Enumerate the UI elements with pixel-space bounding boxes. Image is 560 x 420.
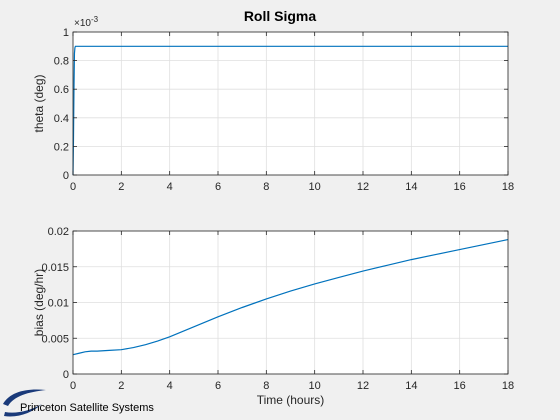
bottom-x-axis-label: Time (hours) xyxy=(257,393,325,407)
top-x-tick-label: 0 xyxy=(70,181,76,193)
bottom-x-tick-label: 10 xyxy=(309,380,321,392)
top-y-axis-label: theta (deg) xyxy=(32,74,46,132)
top-x-tick-label: 14 xyxy=(405,181,417,193)
top-y-tick-label: 0.6 xyxy=(54,84,69,96)
top-y-exponent-power: -3 xyxy=(91,15,99,24)
bottom-x-tick-label: 0 xyxy=(70,380,76,392)
bottom-x-tick-label: 2 xyxy=(118,380,124,392)
top-x-tick-label: 8 xyxy=(263,181,269,193)
top-x-tick-label: 4 xyxy=(167,181,173,193)
axes-bottom: 0 2 4 6 8 10 12 14 16 18 0 0.005 0.01 0.015 0.02 bias (… xyxy=(32,226,514,407)
bottom-x-tick-label: 4 xyxy=(167,380,173,392)
top-x-tick-label: 12 xyxy=(357,181,369,193)
top-y-tick-label: 0.2 xyxy=(54,141,69,153)
bottom-x-tick-label: 6 xyxy=(215,380,221,392)
logo-swoosh-lower-icon xyxy=(4,404,42,417)
axes-top: 0 2 4 6 8 10 12 14 16 1800.20.40.60.81×10-3theta … xyxy=(32,15,514,193)
bottom-y-axis-label: bias (deg/hr) xyxy=(32,269,46,336)
top-y-tick-label: 0.8 xyxy=(54,56,69,68)
top-y-tick-label: 0.4 xyxy=(54,113,69,125)
chart-title: Roll Sigma xyxy=(244,8,317,24)
top-x-tick-label: 18 xyxy=(502,181,514,193)
top-axes-box xyxy=(72,31,509,176)
bottom-y-tick-label: 0.01 xyxy=(48,298,69,310)
top-y-tick-label: 0 xyxy=(63,170,69,182)
top-x-tick-label: 6 xyxy=(215,181,221,193)
top-x-tick-label: 2 xyxy=(118,181,124,193)
bottom-series-line xyxy=(72,238,509,356)
top-plot-area xyxy=(73,32,508,175)
bottom-y-tick-label: 0 xyxy=(63,369,69,381)
bottom-x-tick-label: 16 xyxy=(454,380,466,392)
bottom-y-tick-label: 0.005 xyxy=(41,333,69,345)
logo-swoosh-icon xyxy=(3,389,46,406)
top-x-tick-label: 10 xyxy=(309,181,321,193)
bottom-x-tick-label: 12 xyxy=(357,380,369,392)
logo-text: Princeton Satellite Systems xyxy=(20,402,154,414)
psslogo: Princeton Satellite Systems xyxy=(3,389,154,417)
top-x-tick-label: 16 xyxy=(454,181,466,193)
bottom-x-tick-label: 8 xyxy=(263,380,269,392)
bottom-x-tick-label: 18 xyxy=(502,380,514,392)
bottom-x-tick-label: 14 xyxy=(405,380,417,392)
bottom-y-tick-label: 0.02 xyxy=(48,226,69,238)
bottom-y-tick-label: 0.015 xyxy=(41,262,69,274)
top-y-tick-label: 1 xyxy=(63,27,69,39)
